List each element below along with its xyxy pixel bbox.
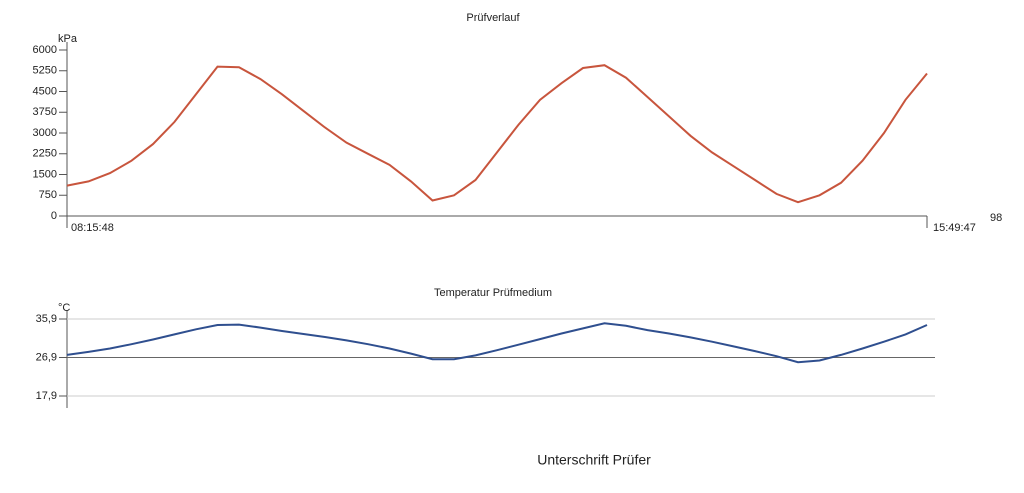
data-line (66, 322, 928, 364)
y-tick-label: 35,9 (36, 313, 57, 325)
y-tick-label: 4500 (33, 85, 57, 97)
data-line (66, 64, 928, 204)
y-unit-label: kPa (58, 33, 78, 45)
chart-title: Prüfverlauf (466, 12, 520, 24)
annotation: 98 (990, 212, 1002, 224)
signature-label: Unterschrift Prüfer (537, 452, 651, 468)
y-tick-label: 2250 (33, 148, 57, 160)
y-tick-label: 3000 (33, 127, 57, 139)
y-tick-label: 1500 (33, 168, 57, 180)
y-tick-label: 6000 (33, 44, 57, 56)
y-tick-label: 0 (51, 210, 57, 222)
x-tick-label: 08:15:48 (71, 222, 114, 234)
y-tick-label: 3750 (33, 106, 57, 118)
y-tick-label: 5250 (33, 65, 57, 77)
chart-title: Temperatur Prüfmedium (434, 287, 552, 299)
y-tick-label: 26,9 (36, 351, 57, 363)
y-tick-label: 750 (39, 189, 57, 201)
y-unit-label: °C (58, 302, 70, 314)
y-tick-label: 17,9 (36, 390, 57, 402)
x-tick-label: 15:49:47 (933, 222, 976, 234)
